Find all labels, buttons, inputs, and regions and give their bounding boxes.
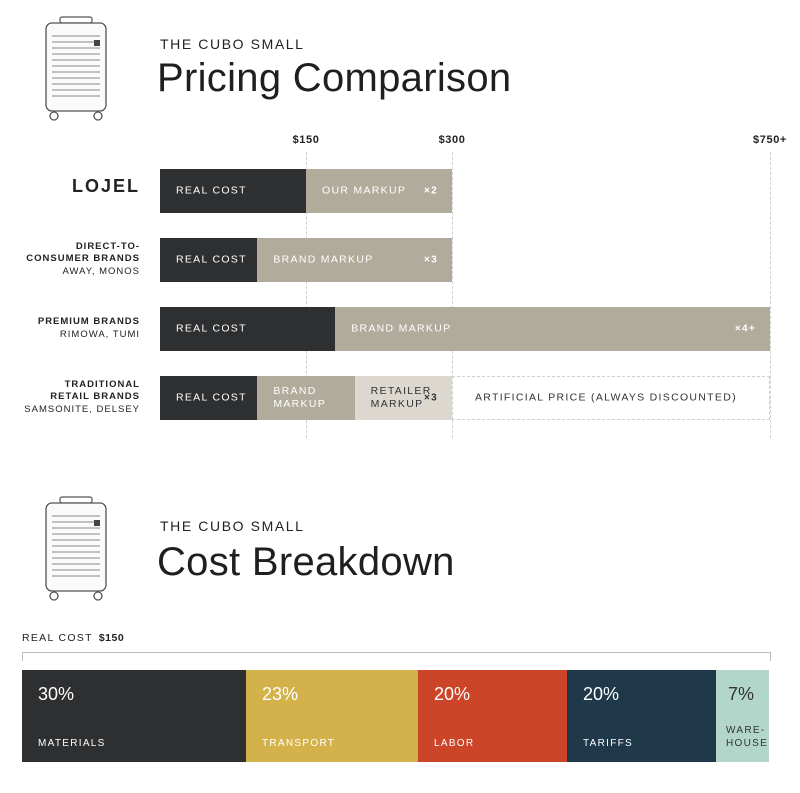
pricing-title: Pricing Comparison <box>157 56 512 100</box>
row-name-line: PREMIUM BRANDS <box>37 316 140 327</box>
segment-label: ARTIFICIAL PRICE (ALWAYS DISCOUNTED) <box>475 391 737 404</box>
row-brands: AWAY, MONOS <box>62 265 140 277</box>
axis-gridline <box>770 152 771 438</box>
cost-eyebrow: THE CUBO SMALL <box>160 518 305 534</box>
row-brands: RIMOWA, TUMI <box>59 328 140 340</box>
row-name-line: RETAIL BRANDS <box>50 391 140 402</box>
bar-segment: BRAND MARKUP ×4+ <box>335 307 770 351</box>
cost-label: LABOR <box>434 738 475 749</box>
cost-percent: 7% <box>728 684 755 704</box>
suitcase-icon <box>45 496 107 601</box>
brand-name: LOJEL <box>71 176 140 196</box>
segment-label: BRAND MARKUP <box>273 253 374 266</box>
row-label: LOJEL <box>72 177 140 197</box>
cost-label: TARIFFS <box>583 738 634 749</box>
cost-segment: 30% MATERIALS <box>22 670 246 762</box>
bar-segment: RETAILER MARKUP ×3 <box>354 376 452 420</box>
cost-segment: 20% LABOR <box>418 670 567 762</box>
multiplier-label: ×2 <box>423 185 438 197</box>
axis-tick-label: $300 <box>438 134 466 146</box>
real-cost-value: $150 <box>98 632 125 644</box>
cost-percent: 20% <box>434 684 471 704</box>
cost-percent: 30% <box>38 684 75 704</box>
segment-label: BRAND MARKUP <box>273 385 327 410</box>
segment-label: RETAILER MARKUP <box>370 385 432 410</box>
row-label: TRADITIONAL RETAIL BRANDS SAMSONITE, DELSE… <box>24 379 140 417</box>
cost-segment: 20% TARIFFS <box>567 670 716 762</box>
bar-segment: REAL COST <box>160 169 306 213</box>
multiplier-label: ×3 <box>423 254 438 266</box>
axis-gridline <box>452 152 453 438</box>
cost-segment: 23% TRANSPORT <box>246 670 418 762</box>
segment-label: OUR MARKUP <box>322 184 407 197</box>
axis-tick-label: $750+ <box>753 134 787 146</box>
bar-segment: OUR MARKUP ×2 <box>306 169 452 213</box>
bar-segment: BRAND MARKUP ×3 <box>257 238 452 282</box>
cost-title: Cost Breakdown <box>157 540 455 584</box>
row-name-line: TRADITIONAL <box>64 378 140 390</box>
segment-label: REAL COST <box>176 391 247 404</box>
bar-segment: BRAND MARKUP <box>257 376 355 420</box>
bar-segment: ARTIFICIAL PRICE (ALWAYS DISCOUNTED) <box>452 376 770 420</box>
row-label: DIRECT-TO- CONSUMER BRANDS AWAY, MONOS <box>26 241 140 279</box>
row-label: PREMIUM BRANDS RIMOWA, TUMI <box>38 316 140 341</box>
row-name-line: CONSUMER BRANDS <box>26 253 140 264</box>
bar-segment: REAL COST <box>160 307 336 351</box>
cost-percent: 20% <box>583 684 620 704</box>
segment-label: BRAND MARKUP <box>351 322 452 335</box>
cost-segment: 7% WARE- HOUSE <box>716 670 769 762</box>
real-cost-label: REAL COST <box>22 632 93 644</box>
axis-gridline <box>306 152 307 438</box>
segment-label: REAL COST <box>176 253 247 266</box>
bar-segment: REAL COST <box>160 238 258 282</box>
multiplier-label: ×4+ <box>734 323 756 335</box>
row-name-line: DIRECT-TO- <box>75 240 140 252</box>
cost-percent: 23% <box>262 684 299 704</box>
segment-label: REAL COST <box>176 184 247 197</box>
real-cost-caption: REAL COST $150 <box>22 632 124 644</box>
cost-label: WARE- HOUSE <box>726 725 769 749</box>
axis-tick-label: $150 <box>292 134 320 146</box>
cost-label: MATERIALS <box>38 738 106 749</box>
row-brands: SAMSONITE, DELSEY <box>24 403 140 415</box>
pricing-eyebrow: THE CUBO SMALL <box>160 36 305 52</box>
segment-label: REAL COST <box>176 322 247 335</box>
real-cost-bracket <box>22 652 771 661</box>
bar-segment: REAL COST <box>160 376 258 420</box>
cost-label: TRANSPORT <box>262 738 336 749</box>
suitcase-icon <box>45 16 107 121</box>
multiplier-label: ×3 <box>423 392 438 404</box>
